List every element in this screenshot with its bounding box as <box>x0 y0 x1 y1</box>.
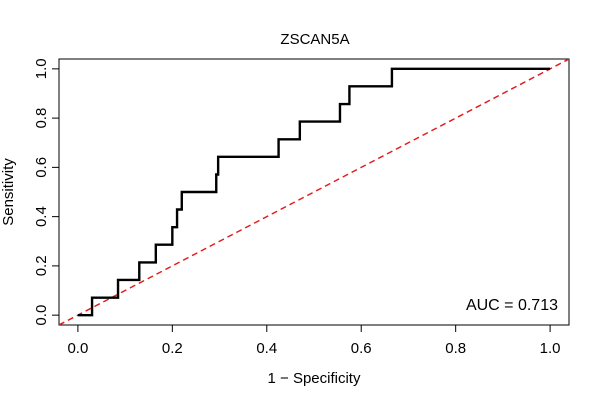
y-tick-label: 0.0 <box>33 305 50 326</box>
reference-diagonal-line <box>59 59 569 325</box>
plot-frame <box>58 58 570 326</box>
auc-annotation: AUC = 0.713 <box>466 297 558 314</box>
y-axis: 0.0 0.2 0.4 0.6 0.8 1.0 <box>33 58 60 326</box>
x-axis: 0.0 0.2 0.4 0.6 0.8 1.0 <box>67 324 561 357</box>
x-tick-label: 0.2 <box>162 340 183 357</box>
y-tick-label: 0.4 <box>33 206 50 227</box>
x-tick-label: 0.4 <box>256 340 277 357</box>
y-tick-label: 1.0 <box>33 58 50 79</box>
y-tick-label: 0.8 <box>33 108 50 129</box>
x-tick-label: 0.6 <box>351 340 372 357</box>
y-axis-label: Sensitivity <box>0 158 17 226</box>
roc-curve-line <box>77 67 551 317</box>
chart-title: ZSCAN5A <box>280 31 349 48</box>
x-tick-label: 0.0 <box>67 340 88 357</box>
x-axis-label: 1 − Specificity <box>268 370 361 387</box>
x-tick-label: 0.8 <box>445 340 466 357</box>
y-tick-label: 0.6 <box>33 157 50 178</box>
y-tick-label: 0.2 <box>33 255 50 276</box>
plot-area <box>59 59 569 325</box>
x-tick-label: 1.0 <box>540 340 561 357</box>
